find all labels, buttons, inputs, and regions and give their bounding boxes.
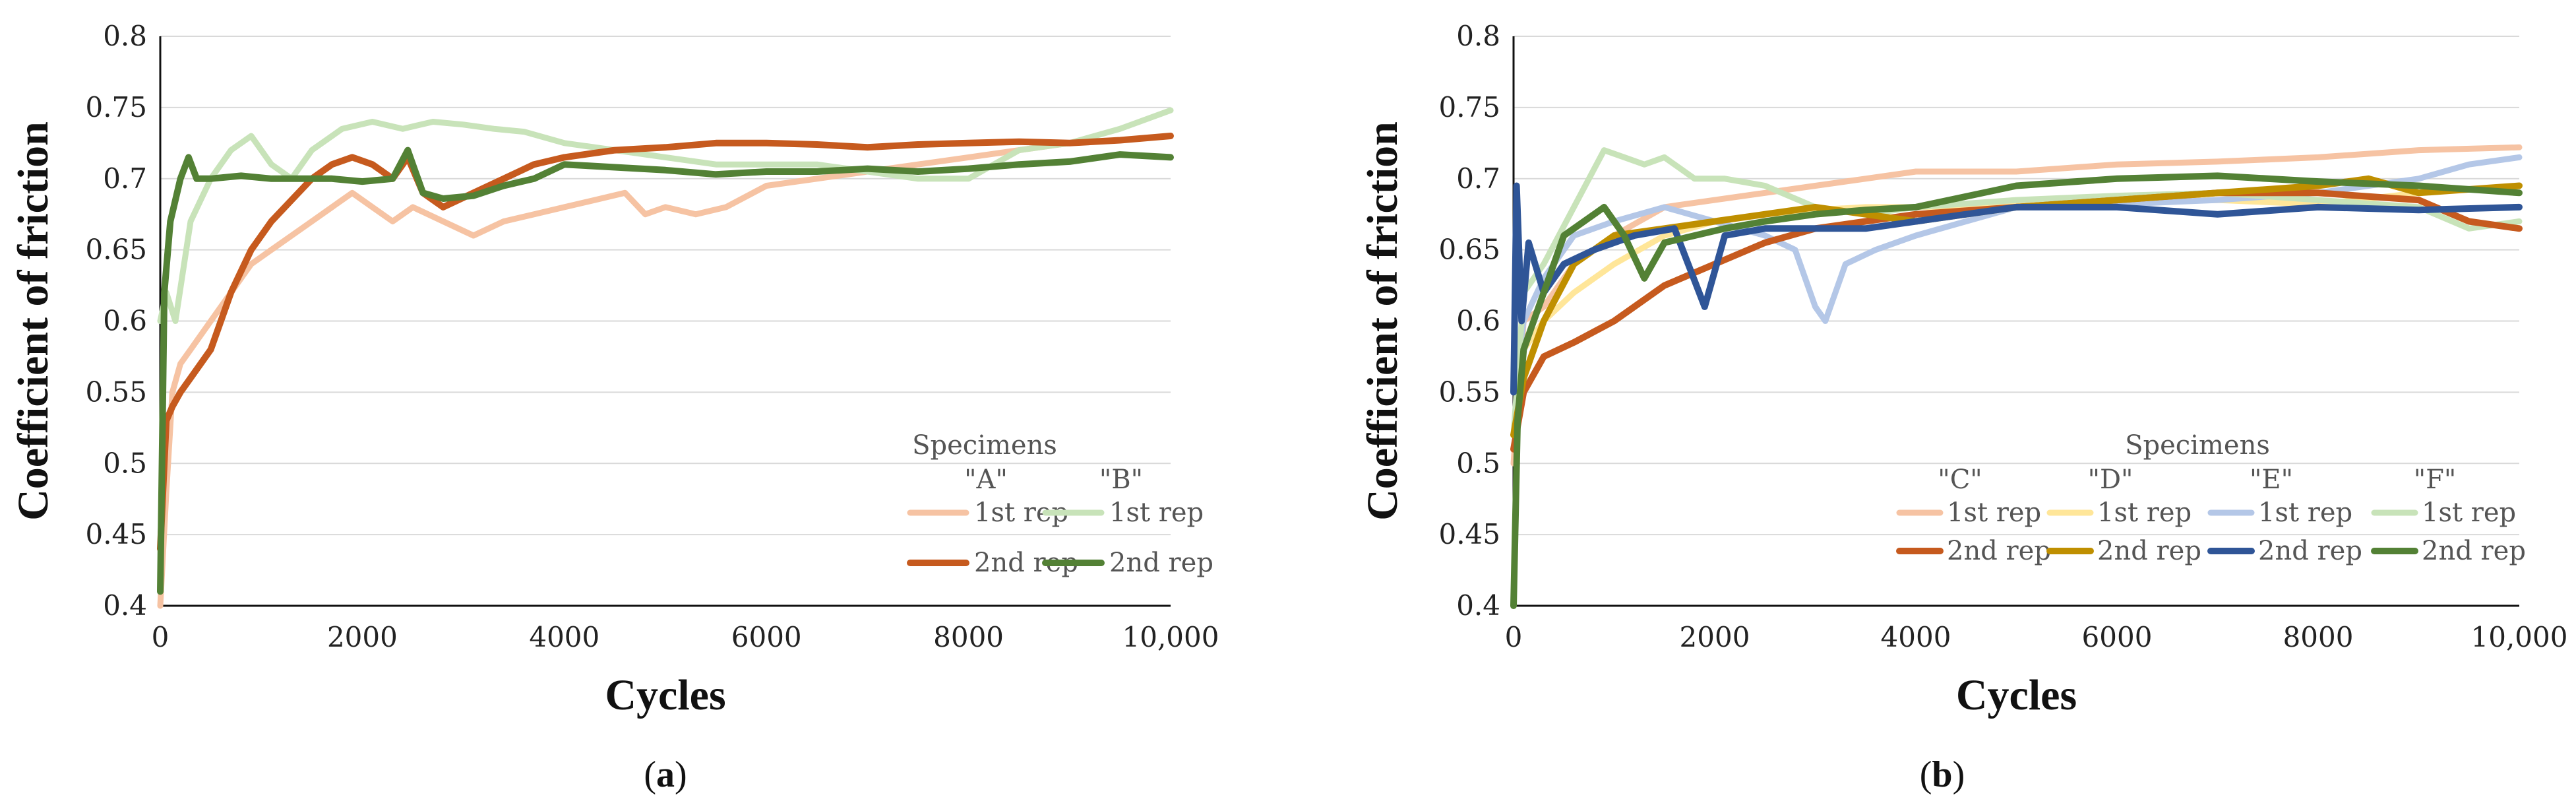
legend-group-label: "A" (964, 465, 1008, 495)
legend-title: Specimens (912, 430, 1057, 461)
legend-title: Specimens (2125, 430, 2270, 461)
series-line (1510, 147, 2523, 438)
caption-letter: b (1932, 754, 1952, 795)
x-tick-label: 2000 (327, 621, 398, 653)
series-line (1510, 182, 2523, 396)
y-tick-label: 0.65 (1438, 234, 1500, 266)
series-line (1510, 154, 2523, 395)
series-line (157, 146, 1174, 595)
legend-group-label: "C" (1938, 465, 1982, 495)
y-tick-label: 0.8 (1456, 20, 1500, 52)
series-line (1510, 175, 2523, 439)
y-tick-label: 0.4 (103, 589, 147, 622)
chart-panel-a: 0.4 0.45 0.5 0.55 0.6 0.65 0.7 0.75 0.8 0 2000 4000… (9, 20, 1219, 795)
x-tick-label: 8000 (933, 621, 1004, 653)
legend-entry-label: 1st rep (2097, 498, 2192, 528)
caption-close: ) (675, 754, 687, 795)
caption-open: ( (1920, 754, 1932, 795)
caption-open: ( (644, 754, 656, 795)
x-tick-label: 6000 (2082, 621, 2153, 653)
series-line (1510, 189, 2523, 453)
y-tick-label: 0.5 (1456, 447, 1500, 479)
x-tick-label: 0 (1505, 621, 1523, 653)
y-tick-label: 0.6 (1456, 305, 1500, 337)
y-tick-label: 0.7 (103, 162, 147, 195)
x-tick-label: 4000 (1881, 621, 1951, 653)
legend-group-label: "B" (1099, 465, 1143, 495)
y-tick-label: 0.5 (103, 447, 147, 479)
panel-caption: (a) (644, 754, 687, 795)
y-tick-label: 0.45 (1438, 518, 1500, 550)
series-line (1510, 172, 2523, 609)
x-tick-label: 2000 (1680, 621, 1750, 653)
y-tick-label: 0.4 (1456, 589, 1500, 622)
y-tick-label: 0.75 (1438, 91, 1500, 123)
x-axis-label: Cycles (1956, 671, 2077, 719)
legend-entry-label: 1st rep (2422, 498, 2516, 528)
legend-entry-label: 2nd rep (2097, 536, 2201, 566)
legend-entry-label: 2nd rep (2258, 536, 2362, 566)
caption-letter: a (656, 754, 675, 795)
legend-group-label: "F" (2414, 465, 2457, 495)
legend-group-label: "E" (2250, 465, 2293, 495)
y-tick-label: 0.6 (103, 305, 147, 337)
legend-entry-label: 2nd rep (1947, 536, 2051, 566)
legend-entry-label: 1st rep (2258, 498, 2352, 528)
y-tick-label: 0.75 (85, 91, 147, 123)
x-tick-label: 4000 (529, 621, 599, 653)
caption-close: ) (1953, 754, 1965, 795)
x-tick-label: 0 (152, 621, 169, 653)
x-tick-label: 8000 (2283, 621, 2354, 653)
x-tick-label: 10,000 (2471, 621, 2568, 653)
legend-entry-label: 1st rep (1109, 498, 1204, 528)
x-tick-label: 6000 (731, 621, 802, 653)
y-tick-label: 0.65 (85, 234, 147, 266)
legend-entry-label: 1st rep (1947, 498, 2041, 528)
series-line (157, 133, 1174, 552)
series-line (157, 107, 1174, 324)
x-tick-label: 10,000 (1122, 621, 1219, 653)
legend-group-label: "D" (2088, 465, 2133, 495)
legend-entry-label: 2nd rep (1109, 548, 1213, 578)
chart-panel-b: 0.4 0.45 0.5 0.55 0.6 0.65 0.7 0.75 0.8 0 2000 4000… (1359, 20, 2567, 795)
y-axis-label: Coefficient of friction (1359, 121, 1407, 521)
series-line (157, 133, 1174, 609)
panel-caption: (b) (1920, 754, 1965, 795)
series-line (1510, 183, 2523, 438)
y-axis-label: Coefficient of friction (9, 121, 57, 521)
x-axis-label: Cycles (605, 671, 725, 719)
y-tick-label: 0.7 (1456, 162, 1500, 195)
legend-entry-label: 2nd rep (2422, 536, 2526, 566)
y-tick-label: 0.8 (103, 20, 147, 52)
y-tick-label: 0.45 (85, 518, 147, 550)
y-tick-label: 0.55 (85, 375, 147, 408)
y-tick-label: 0.55 (1438, 375, 1500, 408)
